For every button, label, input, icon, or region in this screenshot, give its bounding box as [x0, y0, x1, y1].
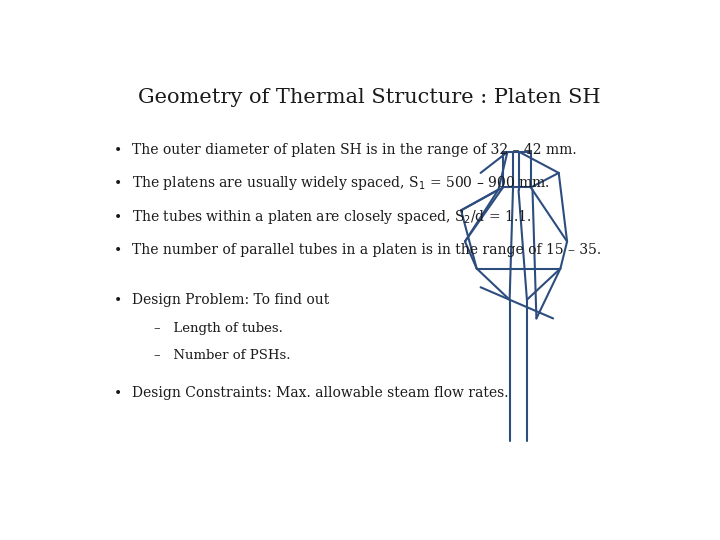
Text: The tubes within a platen are closely spaced, S$_2$/d = 1.1.: The tubes within a platen are closely sp…	[132, 207, 531, 226]
Text: •: •	[114, 143, 122, 157]
Text: •: •	[114, 210, 122, 224]
Text: •: •	[114, 386, 122, 400]
Text: •: •	[114, 293, 122, 307]
Bar	[503, 152, 531, 187]
Text: The platens are usually widely spaced, S$_1$ = 500 – 900 mm.: The platens are usually widely spaced, S…	[132, 174, 549, 192]
Text: –   Length of tubes.: – Length of tubes.	[154, 322, 283, 335]
Text: The outer diameter of platen SH is in the range of 32 – 42 mm.: The outer diameter of platen SH is in th…	[132, 143, 577, 157]
Text: •: •	[114, 243, 122, 257]
Text: Design Problem: To find out: Design Problem: To find out	[132, 293, 329, 307]
Text: Design Constraints: Max. allowable steam flow rates.: Design Constraints: Max. allowable steam…	[132, 386, 508, 400]
Text: Geometry of Thermal Structure : Platen SH: Geometry of Thermal Structure : Platen S…	[138, 87, 600, 107]
Text: •: •	[114, 176, 122, 190]
Text: The number of parallel tubes in a platen is in the range of 15 – 35.: The number of parallel tubes in a platen…	[132, 243, 601, 257]
Text: –   Number of PSHs.: – Number of PSHs.	[154, 349, 291, 362]
